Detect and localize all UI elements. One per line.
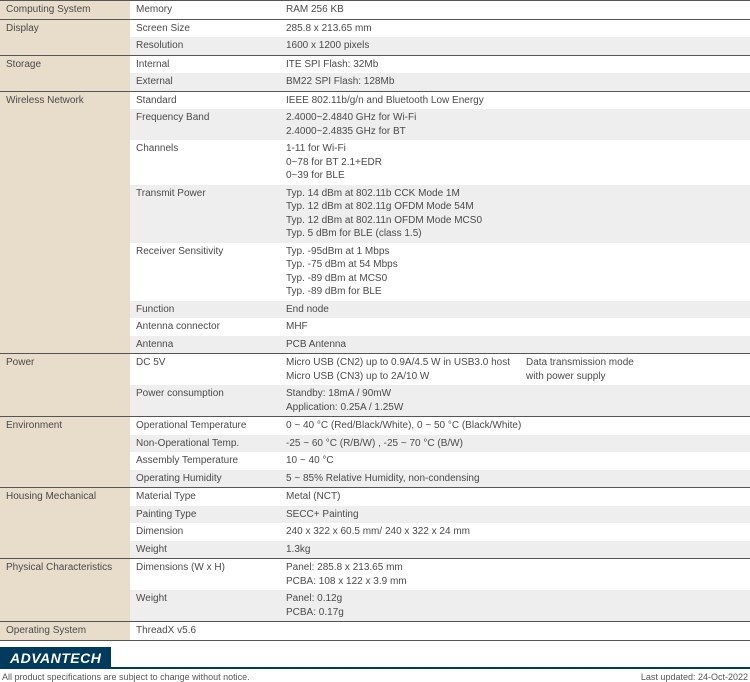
spec-label: Screen Size: [130, 19, 280, 37]
spec-value: Panel: 285.8 x 213.65 mmPCBA: 108 x 122 …: [280, 559, 750, 591]
spec-label: Frequency Band: [130, 109, 280, 140]
spec-value: MHF: [280, 318, 750, 336]
spec-value: 0 ~ 40 °C (Red/Black/White), 0 ~ 50 °C (…: [280, 417, 750, 435]
spec-label: External: [130, 73, 280, 91]
category-cell: Computing System: [0, 1, 130, 20]
footer: ADVANTECH All product specifications are…: [0, 647, 750, 682]
category-cell: Display: [0, 19, 130, 55]
spec-value: Micro USB (CN2) up to 0.9A/4.5 W in USB3…: [280, 354, 520, 386]
spec-label: Function: [130, 301, 280, 319]
category-cell: Operating System: [0, 622, 130, 641]
spec-label: Operational Temperature: [130, 417, 280, 435]
category-cell: Storage: [0, 55, 130, 91]
spec-label: Painting Type: [130, 506, 280, 524]
spec-label: Antenna connector: [130, 318, 280, 336]
spec-label: Assembly Temperature: [130, 452, 280, 470]
spec-label: Memory: [130, 1, 280, 20]
spec-label: Resolution: [130, 37, 280, 55]
spec-label: Dimensions (W x H): [130, 559, 280, 591]
spec-value: 10 ~ 40 °C: [280, 452, 750, 470]
spec-value: 5 ~ 85% Relative Humidity, non-condensin…: [280, 470, 750, 488]
spec-label: DC 5V: [130, 354, 280, 386]
spec-value: BM22 SPI Flash: 128Mb: [280, 73, 750, 91]
spec-table: Computing SystemMemoryRAM 256 KBDisplayS…: [0, 0, 750, 641]
spec-value: RAM 256 KB: [280, 1, 750, 20]
spec-value: 2.4000~2.4840 GHz for Wi-Fi2.4000~2.4835…: [280, 109, 750, 140]
spec-label: Weight: [130, 590, 280, 622]
spec-value: End node: [280, 301, 750, 319]
spec-value: Standby: 18mA / 90mWApplication: 0.25A /…: [280, 385, 750, 417]
spec-label: Operating Humidity: [130, 470, 280, 488]
spec-value: 285.8 x 213.65 mm: [280, 19, 750, 37]
spec-label: Material Type: [130, 488, 280, 506]
spec-value: Typ. 14 dBm at 802.11b CCK Mode 1MTyp. 1…: [280, 185, 750, 243]
spec-label: Receiver Sensitivity: [130, 243, 280, 301]
category-cell: Housing Mechanical: [0, 488, 130, 559]
category-cell: Wireless Network: [0, 91, 130, 354]
spec-value: SECC+ Painting: [280, 506, 750, 524]
spec-extra: Data transmission modewith power supply: [520, 354, 750, 386]
spec-label: Antenna: [130, 336, 280, 354]
spec-value: Metal (NCT): [280, 488, 750, 506]
footer-updated: Last updated: 24-Oct-2022: [641, 672, 748, 682]
spec-value: IEEE 802.11b/g/n and Bluetooth Low Energ…: [280, 91, 750, 109]
spec-value: ThreadX v5.6: [130, 622, 750, 641]
spec-label: Weight: [130, 541, 280, 559]
category-cell: Power: [0, 354, 130, 417]
spec-label: Transmit Power: [130, 185, 280, 243]
spec-value: Typ. -95dBm at 1 MbpsTyp. -75 dBm at 54 …: [280, 243, 750, 301]
spec-value: 1600 x 1200 pixels: [280, 37, 750, 55]
footer-notice: All product specifications are subject t…: [2, 672, 250, 682]
spec-value: 240 x 322 x 60.5 mm/ 240 x 322 x 24 mm: [280, 523, 750, 541]
spec-label: Standard: [130, 91, 280, 109]
spec-label: Channels: [130, 140, 280, 185]
category-cell: Environment: [0, 417, 130, 488]
spec-value: 1.3kg: [280, 541, 750, 559]
spec-value: -25 ~ 60 °C (R/B/W) , -25 ~ 70 °C (B/W): [280, 435, 750, 453]
spec-value: PCB Antenna: [280, 336, 750, 354]
category-cell: Physical Characteristics: [0, 559, 130, 622]
spec-label: Dimension: [130, 523, 280, 541]
spec-value: 1-11 for Wi-Fi0~78 for BT 2.1+EDR0~39 fo…: [280, 140, 750, 185]
spec-label: Internal: [130, 55, 280, 73]
spec-value: Panel: 0.12gPCBA: 0.17g: [280, 590, 750, 622]
brand-rule: [111, 656, 750, 669]
spec-label: Power consumption: [130, 385, 280, 417]
brand-logo: ADVANTECH: [0, 647, 111, 669]
spec-value: ITE SPI Flash: 32Mb: [280, 55, 750, 73]
spec-label: Non-Operational Temp.: [130, 435, 280, 453]
